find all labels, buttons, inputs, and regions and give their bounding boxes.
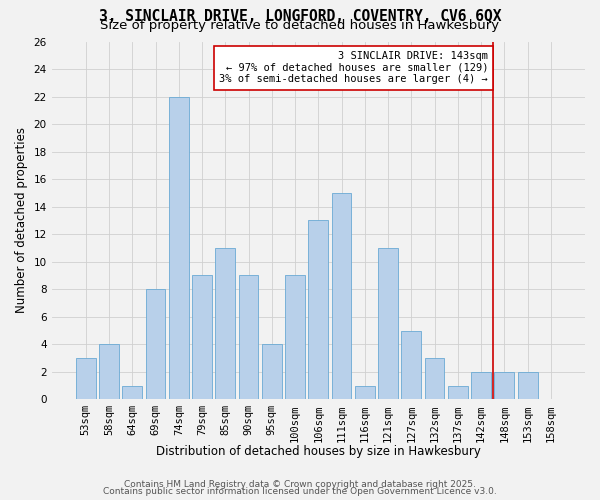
- Bar: [425, 358, 445, 400]
- Bar: [215, 248, 235, 400]
- Bar: [122, 386, 142, 400]
- Bar: [76, 358, 95, 400]
- Bar: [146, 289, 166, 400]
- Bar: [192, 276, 212, 400]
- Bar: [99, 344, 119, 400]
- Text: Contains public sector information licensed under the Open Government Licence v3: Contains public sector information licen…: [103, 487, 497, 496]
- Bar: [355, 386, 375, 400]
- Bar: [239, 276, 259, 400]
- Text: Contains HM Land Registry data © Crown copyright and database right 2025.: Contains HM Land Registry data © Crown c…: [124, 480, 476, 489]
- Text: Size of property relative to detached houses in Hawkesbury: Size of property relative to detached ho…: [100, 19, 500, 32]
- Bar: [518, 372, 538, 400]
- Bar: [262, 344, 282, 400]
- Y-axis label: Number of detached properties: Number of detached properties: [15, 128, 28, 314]
- X-axis label: Distribution of detached houses by size in Hawkesbury: Distribution of detached houses by size …: [156, 444, 481, 458]
- Bar: [448, 386, 468, 400]
- Text: 3, SINCLAIR DRIVE, LONGFORD, COVENTRY, CV6 6QX: 3, SINCLAIR DRIVE, LONGFORD, COVENTRY, C…: [99, 9, 501, 24]
- Bar: [471, 372, 491, 400]
- Bar: [494, 372, 514, 400]
- Bar: [401, 330, 421, 400]
- Text: 3 SINCLAIR DRIVE: 143sqm
← 97% of detached houses are smaller (129)
3% of semi-d: 3 SINCLAIR DRIVE: 143sqm ← 97% of detach…: [220, 51, 488, 84]
- Bar: [332, 193, 352, 400]
- Bar: [378, 248, 398, 400]
- Bar: [285, 276, 305, 400]
- Bar: [308, 220, 328, 400]
- Bar: [169, 96, 188, 400]
